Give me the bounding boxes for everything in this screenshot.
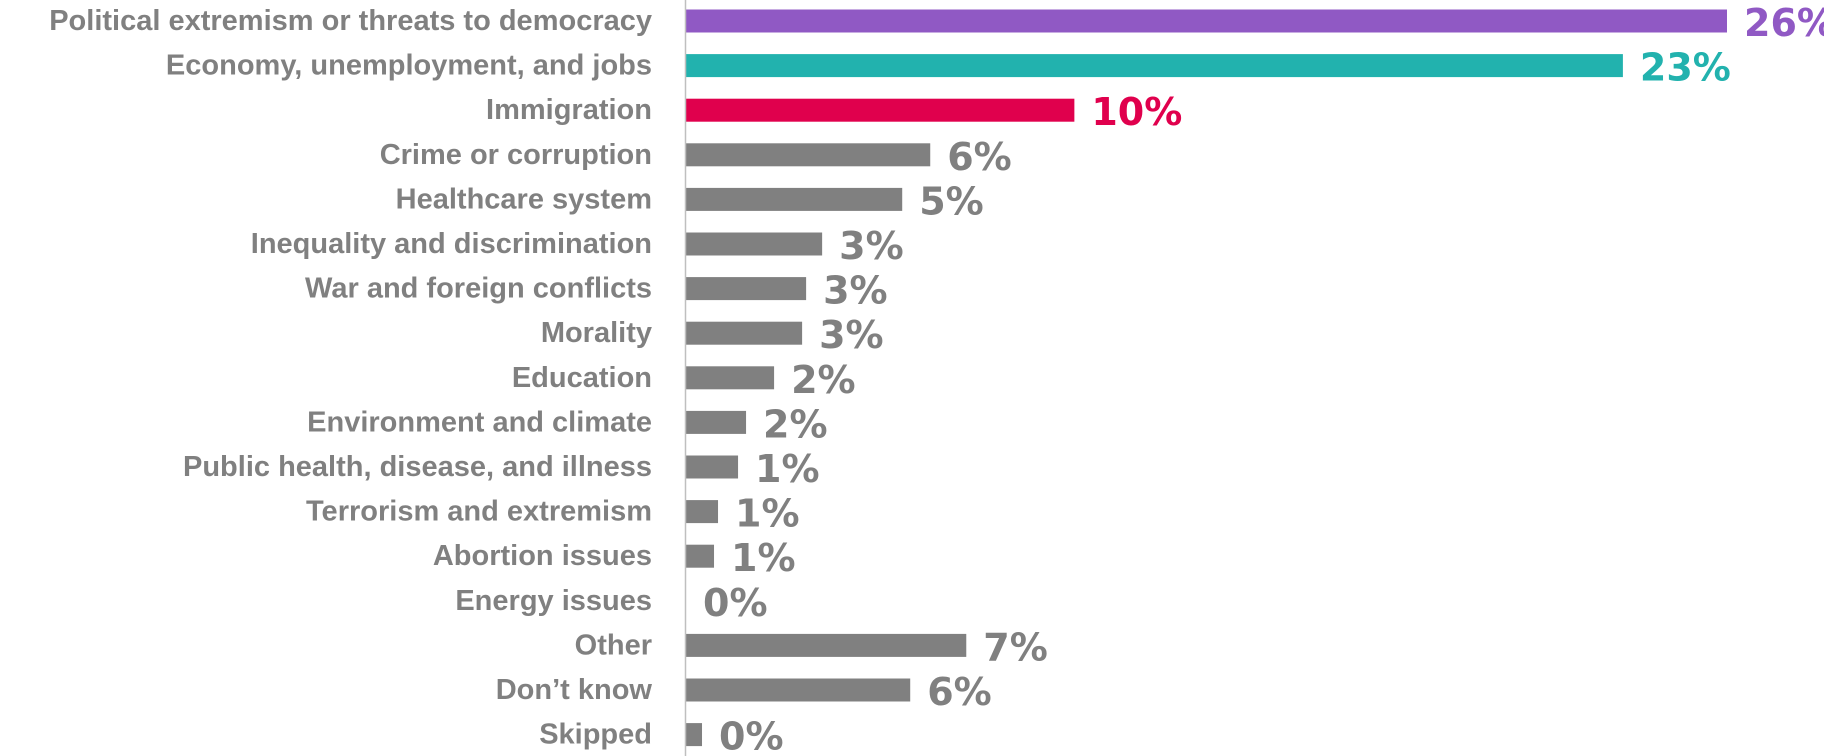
value-label: 2% bbox=[763, 402, 828, 446]
bar bbox=[686, 678, 911, 702]
value-label: 3% bbox=[819, 313, 884, 357]
category-label: Morality bbox=[541, 317, 652, 349]
value-labels: 26%23%10%6%5%3%3%3%2%2%1%1%1%0%7%6%0% bbox=[703, 1, 1824, 756]
value-label: 7% bbox=[983, 625, 1048, 669]
bar bbox=[686, 232, 823, 256]
value-label: 2% bbox=[791, 358, 856, 402]
bar bbox=[686, 455, 739, 479]
value-label: 1% bbox=[731, 536, 796, 580]
bar bbox=[686, 723, 703, 747]
bar bbox=[686, 187, 903, 211]
bar bbox=[686, 277, 807, 301]
category-label: Terrorism and extremism bbox=[306, 496, 652, 528]
bar bbox=[686, 500, 719, 524]
value-label: 6% bbox=[947, 135, 1012, 179]
bar bbox=[686, 366, 775, 390]
bar bbox=[686, 544, 715, 568]
category-label: Crime or corruption bbox=[380, 139, 652, 171]
category-labels: Political extremism or threats to democr… bbox=[49, 5, 652, 751]
bar bbox=[686, 143, 931, 167]
category-label: Other bbox=[575, 629, 652, 661]
category-label: Public health, disease, and illness bbox=[183, 451, 652, 483]
category-label: Abortion issues bbox=[433, 540, 652, 572]
value-label: 26% bbox=[1744, 1, 1824, 45]
category-label: Economy, unemployment, and jobs bbox=[166, 50, 652, 82]
category-label: Inequality and discrimination bbox=[251, 228, 652, 260]
category-label: Skipped bbox=[539, 719, 652, 751]
category-label: Healthcare system bbox=[396, 183, 652, 215]
bar bbox=[686, 321, 803, 345]
value-label: 3% bbox=[839, 224, 904, 268]
bars bbox=[686, 9, 1727, 747]
category-label: Environment and climate bbox=[307, 406, 652, 438]
value-label: 23% bbox=[1640, 46, 1731, 90]
value-label: 1% bbox=[755, 447, 820, 491]
category-label: Energy issues bbox=[455, 585, 652, 617]
bar bbox=[686, 410, 747, 434]
value-label: 3% bbox=[823, 269, 888, 313]
category-label: Education bbox=[512, 362, 652, 394]
value-label: 6% bbox=[927, 670, 992, 714]
value-label: 0% bbox=[719, 715, 784, 756]
value-label: 10% bbox=[1091, 90, 1182, 134]
bar bbox=[686, 9, 1727, 33]
bar bbox=[686, 633, 967, 657]
value-label: 5% bbox=[919, 179, 984, 223]
category-label: Political extremism or threats to democr… bbox=[49, 5, 652, 37]
bar bbox=[686, 98, 1075, 122]
bar bbox=[686, 54, 1623, 78]
value-label: 0% bbox=[703, 581, 768, 625]
category-label: Immigration bbox=[486, 94, 652, 126]
category-label: Don’t know bbox=[496, 674, 653, 706]
category-label: War and foreign conflicts bbox=[305, 273, 652, 305]
value-label: 1% bbox=[735, 492, 800, 536]
